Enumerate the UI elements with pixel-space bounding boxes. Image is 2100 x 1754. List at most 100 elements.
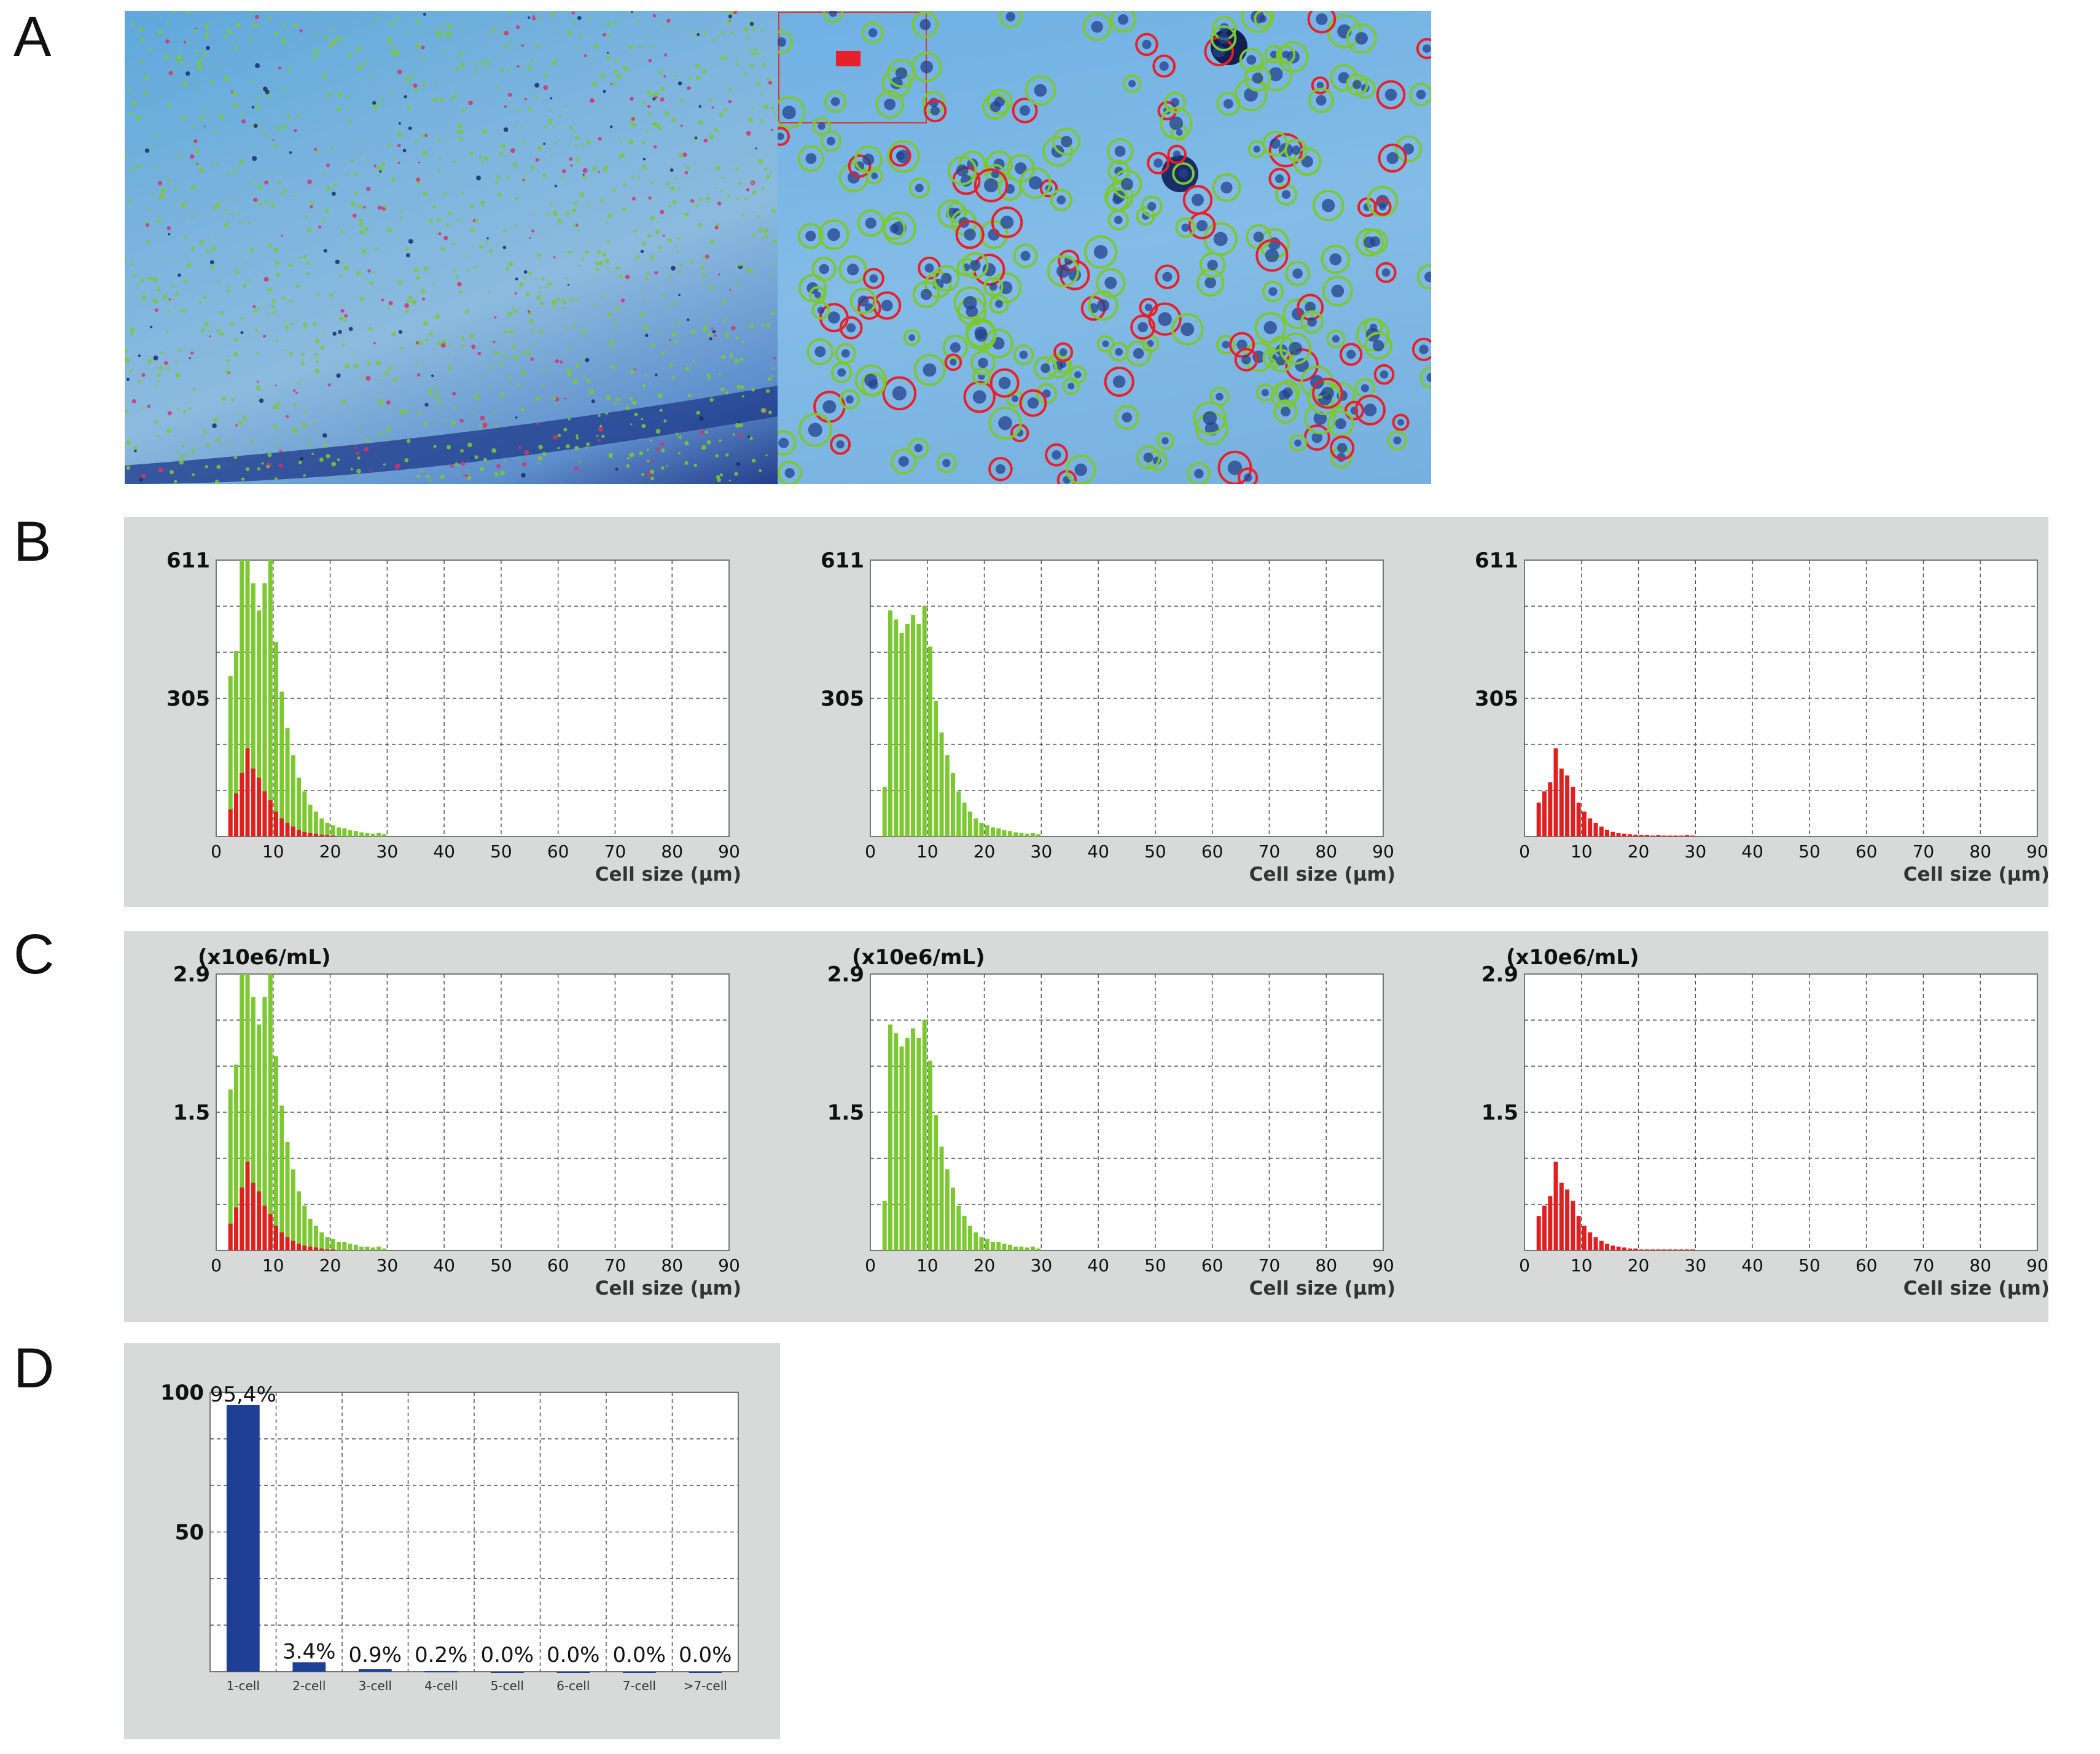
overview-detection-dot: [208, 329, 211, 332]
overview-detection-dot: [386, 439, 389, 442]
zoom-green-ring: [838, 255, 867, 284]
overview-detection-dot: [141, 474, 146, 478]
overview-detection-dot: [586, 378, 591, 383]
overview-detection-dot: [571, 11, 575, 15]
overview-detection-dot: [336, 373, 341, 378]
overview-detection-dot: [617, 74, 622, 79]
zoom-cell: [1426, 373, 1431, 382]
overview-detection-dot: [679, 99, 684, 103]
overview-detection-dot: [660, 466, 665, 470]
histogram-bar: [916, 623, 921, 836]
overview-detection-dot: [613, 69, 617, 74]
overview-detection-dot: [185, 11, 189, 15]
histogram-bar: [302, 832, 307, 836]
zoom-green-ring: [966, 320, 997, 351]
zoom-red-ring: [1307, 11, 1337, 34]
overview-detection-dot: [634, 412, 638, 416]
overview-detection-dot: [649, 93, 654, 97]
histogram-bar: [297, 778, 301, 836]
histogram-bar: [934, 701, 939, 836]
histogram-bar: [285, 822, 290, 836]
overview-detection-dot: [368, 327, 372, 331]
zoom-cell: [1346, 349, 1356, 359]
overview-detection-dot: [678, 435, 682, 439]
overview-detection-dot: [469, 151, 474, 156]
overview-detection-dot: [633, 368, 636, 370]
x-tick-label: 30: [1685, 841, 1707, 862]
overview-detection-dot: [508, 375, 512, 379]
zoom-cell: [1218, 33, 1229, 44]
histogram-bar: [302, 1206, 307, 1250]
zoom-cell: [1278, 389, 1290, 402]
overview-detection-dot: [744, 197, 748, 201]
zoom-cell: [1040, 363, 1050, 373]
data-label: 0.0%: [547, 1643, 599, 1667]
histogram-bar: [257, 778, 262, 836]
overview-detection-dot: [459, 418, 464, 423]
overview-detection-dot: [435, 314, 440, 319]
overview-detection-dot: [378, 174, 380, 177]
overview-detection-dot: [408, 83, 412, 86]
overview-detection-dot: [641, 241, 646, 246]
histogram-bar: [234, 1207, 238, 1250]
overview-detection-dot: [509, 329, 513, 334]
overview-detection-dot: [724, 107, 728, 112]
overview-detection-dot: [521, 140, 524, 144]
overview-detection-dot: [230, 212, 233, 216]
overview-detection-dot: [435, 31, 438, 34]
overview-detection-dot: [396, 16, 400, 20]
overview-detection-dot: [224, 76, 228, 80]
overview-detection-dot: [181, 116, 185, 120]
overview-detection-dot: [383, 205, 387, 209]
overview-detection-dot: [444, 50, 447, 53]
overview-detection-dot: [257, 185, 262, 190]
overview-detection-dot: [328, 44, 332, 49]
zoom-cell: [1133, 348, 1144, 359]
overview-detection-dot: [750, 63, 754, 68]
overview-detection-dot: [669, 363, 673, 367]
overview-detection-dot: [200, 302, 203, 304]
overview-detection-dot: [496, 464, 501, 469]
histogram-bar: [325, 1249, 330, 1250]
overview-detection-dot: [232, 92, 237, 96]
zoom-red-ring: [974, 168, 1009, 203]
overview-detection-dot: [725, 391, 729, 395]
overview-detection-dot: [157, 380, 160, 383]
histogram-bar: [1628, 1248, 1633, 1250]
overview-detection-dot: [735, 59, 738, 62]
overview-detection-dot: [503, 127, 509, 132]
overview-detection-dot: [613, 321, 617, 325]
overview-detection-dot: [633, 229, 637, 233]
overview-detection-dot: [524, 98, 528, 101]
overview-detection-dot: [242, 416, 247, 421]
overview-detection-dot: [314, 11, 318, 13]
overview-detection-dot: [281, 38, 286, 44]
overview-detection-dot: [604, 165, 609, 170]
zoom-cell: [898, 456, 909, 467]
zoom-green-ring: [824, 90, 847, 113]
overview-detection-dot: [130, 168, 134, 171]
zoom-green-ring: [1083, 235, 1118, 269]
zoom-red-ring: [1373, 364, 1395, 385]
overview-detection-dot: [554, 403, 557, 406]
overview-detection-dot: [378, 400, 384, 405]
overview-detection-dot: [330, 146, 334, 150]
x-tick-label: 10: [262, 841, 284, 862]
overview-detection-dot: [391, 49, 395, 53]
zoom-cell: [1203, 411, 1217, 426]
overview-detection-dot: [677, 236, 681, 240]
overview-detection-dot: [205, 443, 210, 447]
overview-detection-dot: [198, 119, 201, 122]
overview-detection-dot: [766, 389, 770, 393]
overview-detection-dot: [139, 478, 143, 482]
overview-detection-dot: [529, 237, 531, 240]
overview-detection-dot: [576, 437, 579, 440]
overview-detection-dot: [362, 279, 365, 281]
zoom-cell: [1068, 383, 1075, 390]
histogram-bar: [1622, 1247, 1626, 1250]
overview-detection-dot: [203, 125, 206, 128]
histogram-bar: [1645, 1249, 1649, 1250]
overview-detection-dot: [599, 424, 603, 428]
zoom-cell: [1379, 203, 1386, 211]
overview-detection-dot: [432, 284, 435, 286]
